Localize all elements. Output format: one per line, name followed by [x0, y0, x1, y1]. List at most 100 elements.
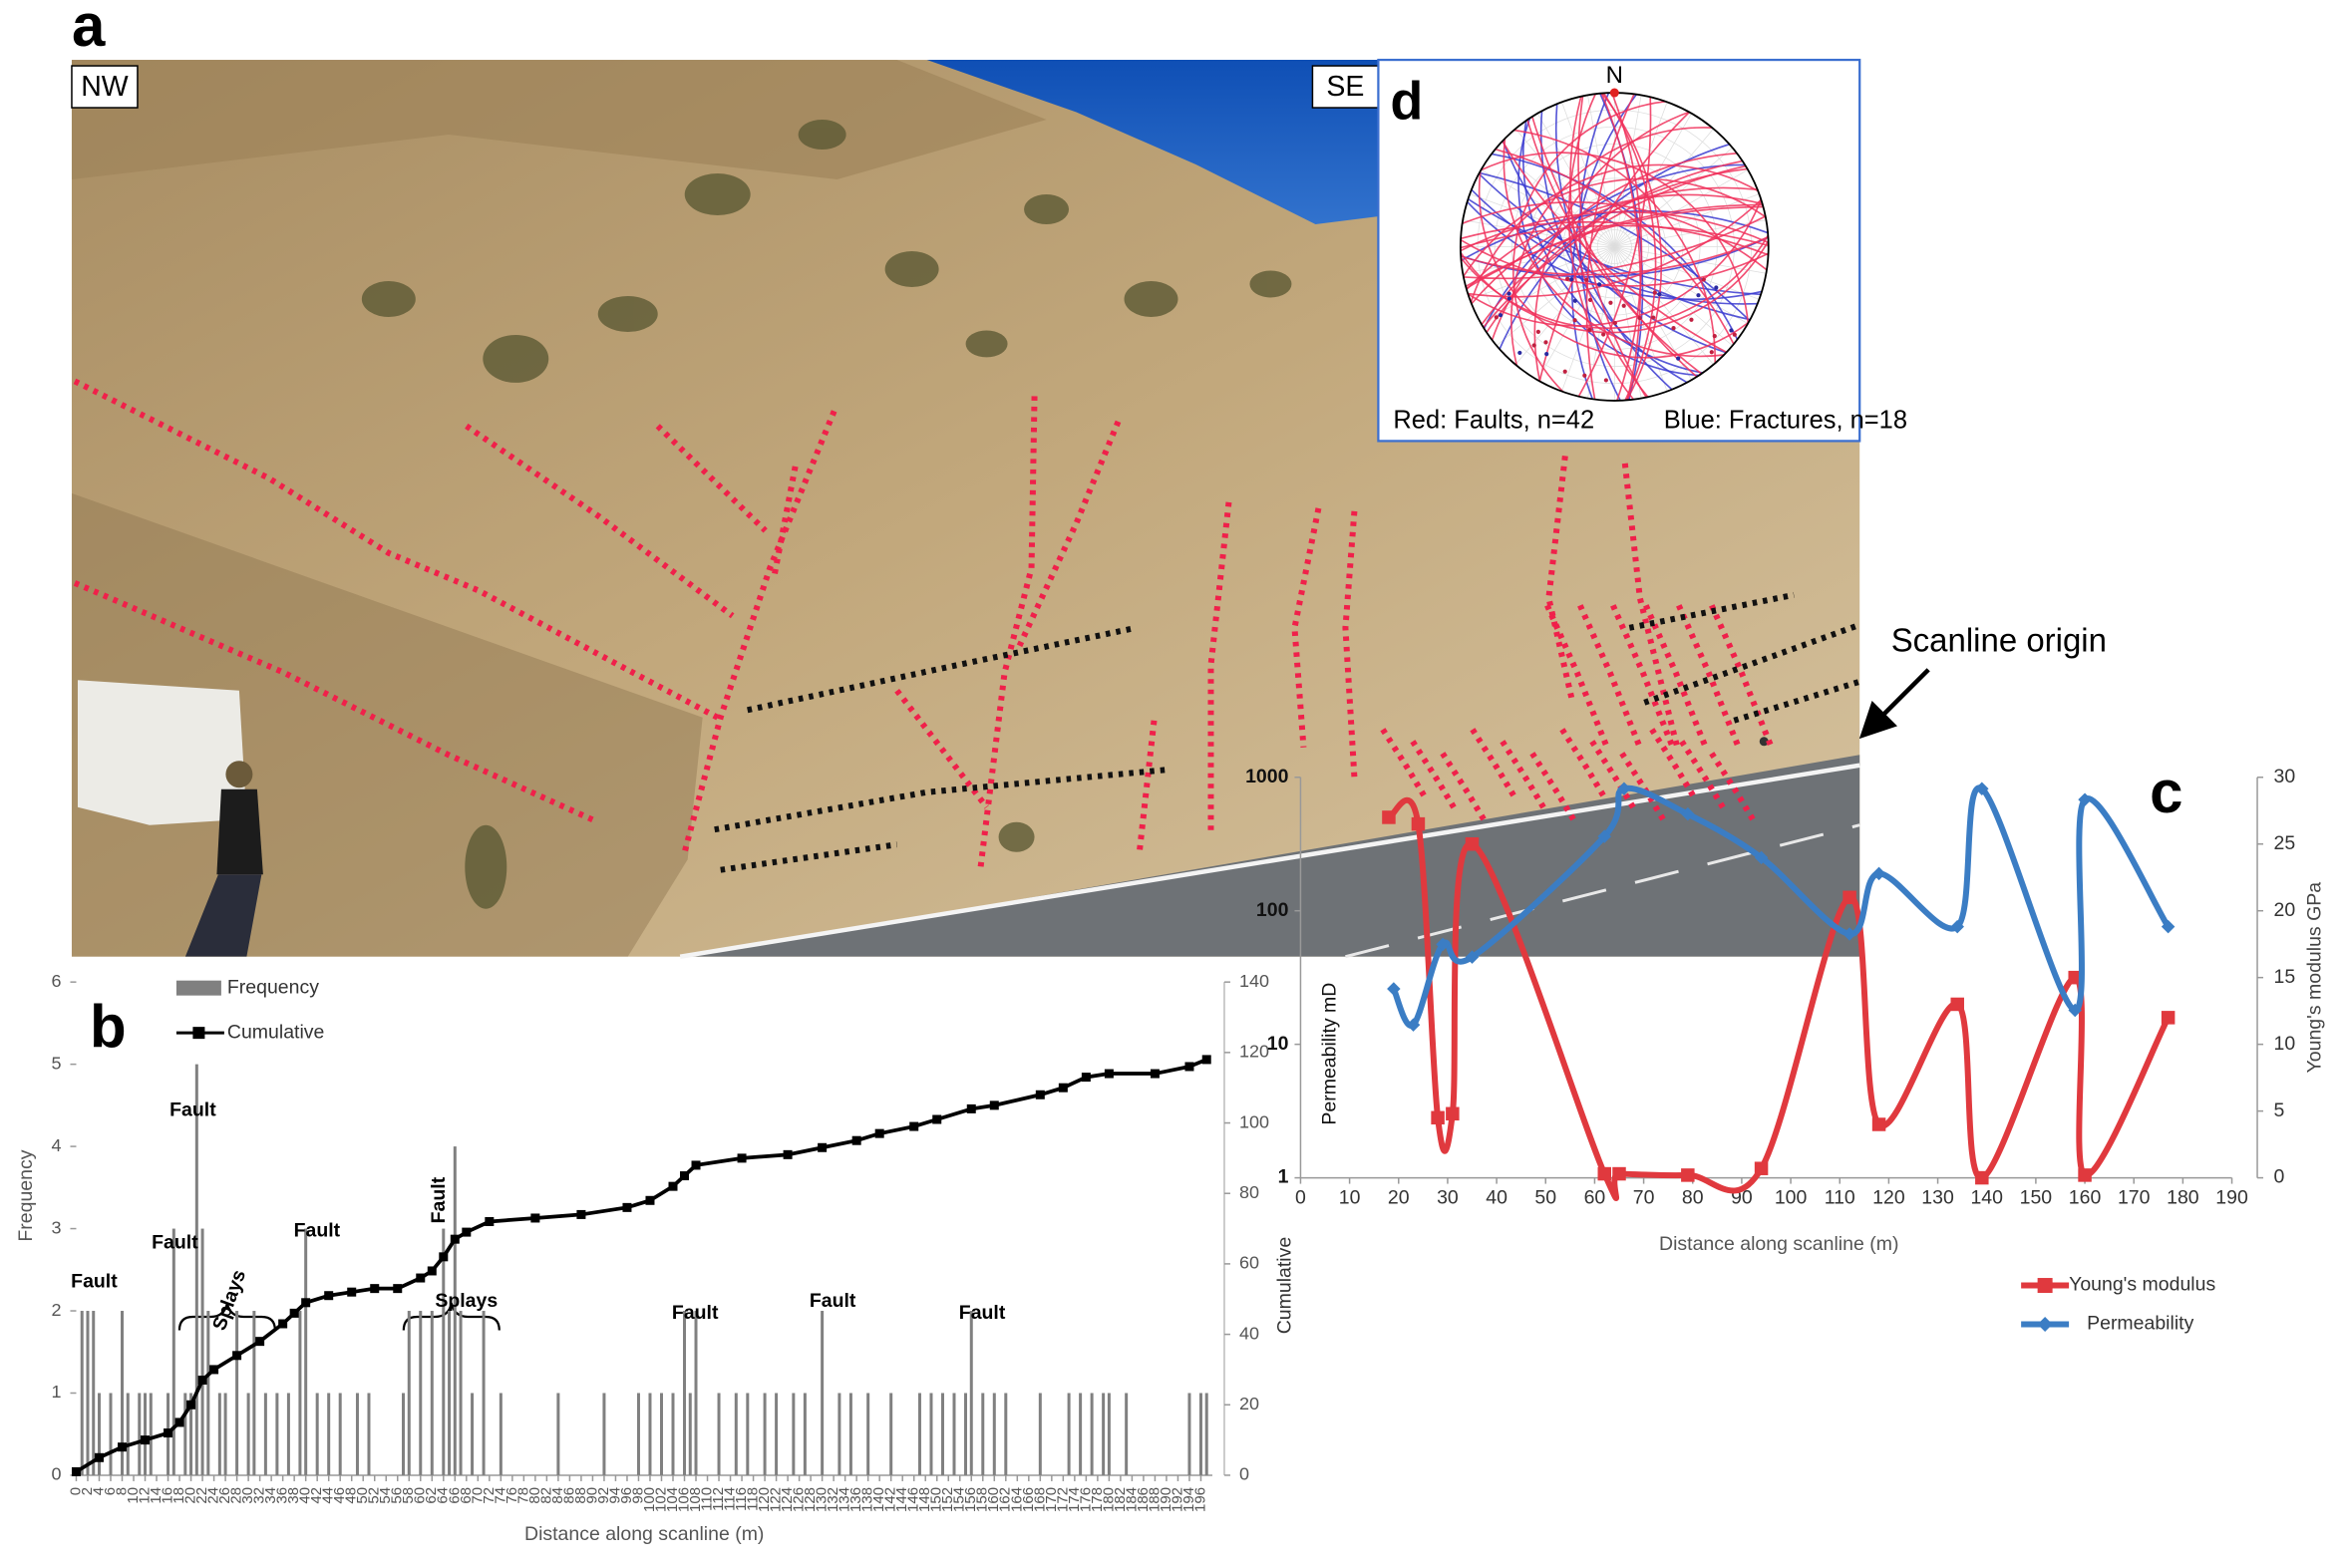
x-tick-label: 188 [1146, 1487, 1163, 1512]
great-circle [1600, 93, 1642, 401]
x-tick-label: 66 [446, 1487, 463, 1504]
marker [71, 1466, 81, 1476]
x-tick-label: 26 [216, 1487, 233, 1504]
bar [448, 1311, 452, 1475]
bar [459, 1311, 463, 1475]
bar [327, 1393, 331, 1475]
y-tick-label: 5 [51, 1053, 61, 1073]
pole [1507, 291, 1511, 296]
marker [141, 1435, 151, 1445]
bar [717, 1393, 721, 1475]
x-tick-label: 180 [2167, 1187, 2199, 1209]
marker [1597, 829, 1612, 843]
marker [1436, 937, 1450, 952]
x-tick-label: 38 [285, 1487, 302, 1504]
x-tick-label: 56 [389, 1487, 406, 1504]
x-tick-label: 40 [1486, 1187, 1507, 1209]
marker [645, 1195, 655, 1205]
bar [453, 1146, 457, 1475]
bar [1107, 1393, 1111, 1475]
bar [407, 1311, 411, 1475]
fault-trace [1643, 604, 1709, 749]
great-circle [1460, 235, 1769, 276]
pole [1671, 326, 1676, 331]
y2-tick-label: 15 [2274, 966, 2296, 988]
x-tick-label: 20 [182, 1487, 199, 1504]
bar [138, 1393, 142, 1475]
marker [1842, 890, 1856, 905]
bedding-trace [747, 624, 1138, 714]
pole [1651, 315, 1656, 320]
marker [680, 1171, 690, 1181]
marker [1104, 1069, 1114, 1079]
great-circle [1471, 188, 1758, 305]
x-tick-label: 120 [1872, 1187, 1905, 1209]
bar [286, 1393, 290, 1475]
marker [94, 1452, 104, 1462]
x-tick-label: 28 [228, 1487, 245, 1504]
bar [298, 1311, 302, 1475]
y2-tick-label: 30 [2274, 766, 2296, 787]
x-tick-label: 126 [791, 1487, 808, 1512]
marker [1975, 1170, 1989, 1185]
x-tick-label: 176 [1077, 1487, 1094, 1512]
legend-swatch [192, 1027, 205, 1040]
fault-trace [1577, 604, 1643, 749]
x-tick-label: 192 [1169, 1487, 1185, 1512]
great-circle [1481, 152, 1750, 324]
x-tick-label: 62 [423, 1487, 440, 1504]
marker [439, 1252, 449, 1262]
great-circle [1503, 138, 1725, 358]
y2-tick-label: 80 [1239, 1182, 1259, 1202]
x-tick-label: 182 [1112, 1487, 1129, 1512]
marker [1387, 982, 1401, 996]
fault-trace [1500, 740, 1547, 810]
x-tick-label: 138 [859, 1487, 876, 1512]
x-tick-label: 30 [1437, 1187, 1459, 1209]
marker [1681, 806, 1695, 821]
bar [602, 1393, 606, 1475]
x-axis-label: Distance along scanline (m) [1659, 1233, 1898, 1255]
bar [92, 1311, 96, 1475]
x-tick-label: 12 [136, 1487, 153, 1504]
x-tick-label: 72 [481, 1487, 498, 1504]
x-tick-label: 172 [1054, 1487, 1071, 1512]
y-tick-label: 100 [1256, 899, 1289, 921]
x-tick-label: 158 [974, 1487, 991, 1512]
annotation: Fault [152, 1232, 198, 1254]
marker [1465, 836, 1480, 851]
y2-tick-label: 10 [2274, 1033, 2296, 1055]
x-tick-label: 130 [1921, 1187, 1954, 1209]
great-circle [1478, 170, 1750, 359]
label-box [71, 65, 139, 109]
pole [1621, 303, 1626, 308]
annotation: Fault [428, 1176, 450, 1223]
legend-text: Blue: Fractures, n=18 [1664, 407, 1907, 435]
direction-label: SE [1326, 71, 1364, 103]
pole [1709, 350, 1714, 355]
bar [1090, 1393, 1094, 1475]
fault-trace [655, 424, 768, 533]
bar [419, 1311, 423, 1475]
bar [189, 1393, 193, 1475]
x-tick-label: 160 [2069, 1187, 2102, 1209]
x-tick-label: 90 [583, 1487, 600, 1504]
bar [471, 1393, 475, 1475]
x-tick-label: 50 [354, 1487, 371, 1504]
y2-tick-label: 20 [2274, 899, 2296, 921]
pole [1507, 296, 1511, 301]
marker [2161, 1011, 2176, 1025]
x-tick-label: 136 [847, 1487, 864, 1512]
marker [1871, 866, 1886, 881]
x-tick-label: 10 [125, 1487, 142, 1504]
x-tick-label: 86 [560, 1487, 577, 1504]
bar [803, 1393, 807, 1475]
bar [194, 1064, 198, 1475]
x-tick-label: 6 [102, 1487, 119, 1495]
north-label: N [1606, 62, 1623, 89]
x-tick-label: 60 [1584, 1187, 1606, 1209]
bar [1038, 1393, 1042, 1475]
x-tick-label: 48 [343, 1487, 360, 1504]
bar [683, 1311, 687, 1475]
direction-label: NW [81, 71, 129, 103]
